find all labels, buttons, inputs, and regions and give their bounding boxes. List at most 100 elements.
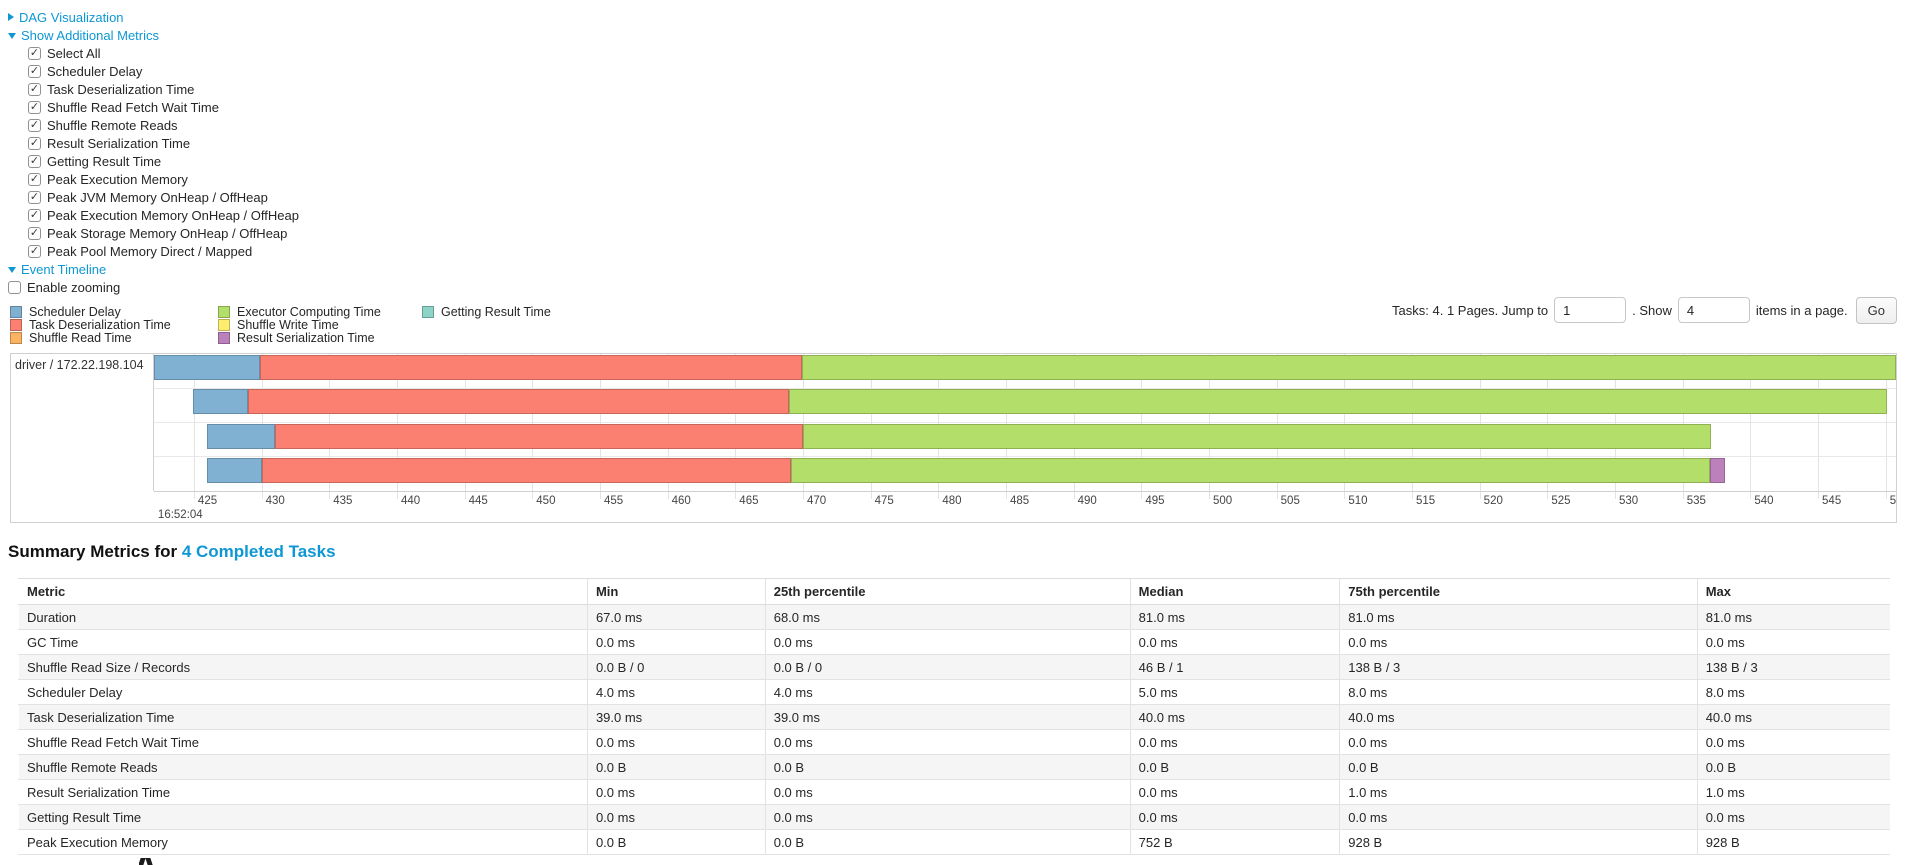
table-cell: 40.0 ms [1696,704,1890,730]
executor-computing-swatch-icon [218,305,230,318]
items-per-page-input[interactable] [1677,297,1750,323]
show-additional-metrics-toggle[interactable]: Show Additional Metrics [8,26,299,44]
axis-tick-label: 470 [806,495,827,507]
table-cell: 0.0 ms [586,729,766,755]
table-body: Duration 67.0 ms 68.0 ms 81.0 ms 81.0 ms 81.0… [18,604,1890,855]
checkbox-icon[interactable] [28,100,41,114]
table-cell: 1.0 ms [1339,779,1698,805]
row-separator [154,456,1896,458]
checkbox-icon[interactable] [28,118,41,132]
metric-checkbox-label: Shuffle Remote Reads [47,117,178,133]
axis-tick-label: 465 [739,495,759,507]
legend-column: Scheduler Delay Task Deserialization Time… [10,305,190,345]
task-segment-task-deserialization [260,355,802,380]
table-cell: 81.0 ms [1129,604,1340,630]
executor-row-label: driver / 172.22.198.104 [15,358,144,372]
legend-item: Shuffle Write Time [218,318,394,332]
table-cell: 0.0 ms [1696,629,1890,655]
checkbox-icon[interactable] [28,244,41,258]
table-cell: 0.0 ms [1129,729,1340,755]
table-cell: 0.0 ms [1129,779,1340,805]
go-button[interactable]: Go [1855,296,1897,324]
table-row: Shuffle Read Fetch Wait Time 0.0 ms 0.0 ms… [18,729,1890,755]
checkbox-icon[interactable] [28,190,41,204]
gridline [1885,354,1887,499]
task-segment-scheduler-delay [207,457,262,483]
enable-zooming-checkbox-row[interactable]: Enable zooming [8,278,299,296]
shuffle-write-swatch-icon [218,319,230,332]
checkbox-icon[interactable] [28,46,41,60]
show-additional-metrics-label: Show Additional Metrics [21,27,160,43]
metric-checkbox-label: Peak Execution Memory [47,171,188,187]
task-segment-executor-computing [801,355,1896,380]
axis-tick-label: 520 [1483,495,1503,507]
metric-checkbox-row[interactable]: Shuffle Remote Reads [8,116,299,134]
checkbox-icon[interactable] [28,208,41,222]
metric-checkbox-label: Scheduler Delay [47,63,143,79]
table-cell: Shuffle Read Fetch Wait Time [18,729,588,755]
jump-to-page-input[interactable] [1554,297,1627,323]
table-cell: 0.0 ms [1129,804,1340,830]
axis-tick-label: 505 [1280,495,1300,507]
checkbox-icon[interactable] [28,172,41,186]
task-segment-task-deserialization [248,389,790,415]
checkbox-icon[interactable] [28,154,41,168]
table-cell: 0.0 ms [1339,629,1698,655]
table-cell: 0.0 ms [764,804,1131,830]
metric-checkbox-row[interactable]: Peak Execution Memory OnHeap / OffHeap [8,206,299,224]
table-row: Shuffle Read Size / Records 0.0 B / 0 0.0 … [18,654,1890,680]
table-cell: 4.0 ms [764,679,1131,705]
table-cell: 0.0 ms [586,629,766,655]
table-cell: 0.0 B / 0 [586,654,766,680]
table-cell: 138 B / 3 [1696,654,1890,680]
legend-label: Shuffle Read Time [29,331,132,346]
table-cell: Shuffle Read Size / Records [18,654,588,680]
metric-checkbox-row[interactable]: Result Serialization Time [8,134,299,152]
axis-tick-label: 485 [1009,495,1030,507]
checkbox-icon[interactable] [28,82,41,96]
table-row: Result Serialization Time 0.0 ms 0.0 ms 0.0… [18,779,1890,805]
column-header: 75th percentile [1339,578,1698,605]
axis-tick-label: 425 [197,495,218,507]
metric-checkbox-row[interactable]: Task Deserialization Time [8,80,299,98]
table-cell: 0.0 ms [1696,804,1890,830]
metric-checkbox-row[interactable]: Shuffle Read Fetch Wait Time [8,98,299,116]
metric-checkbox-row[interactable]: Scheduler Delay [8,62,299,80]
shuffle-read-swatch-icon [10,332,22,345]
table-cell: 81.0 ms [1339,604,1698,630]
axis-tick-label: 445 [468,495,488,507]
table-cell: 0.0 B [586,829,766,855]
metric-checkbox-label: Peak Pool Memory Direct / Mapped [47,243,253,259]
checkbox-icon[interactable] [28,64,41,78]
table-cell: 46 B / 1 [1129,654,1340,680]
dag-visualization-toggle[interactable]: DAG Visualization [8,8,299,26]
event-timeline-toggle[interactable]: Event Timeline [8,260,299,278]
metric-checkbox-row[interactable]: Peak Storage Memory OnHeap / OffHeap [8,224,299,242]
task-segment-scheduler-delay [154,355,261,380]
metric-checkbox-row[interactable]: Peak JVM Memory OnHeap / OffHeap [8,188,299,206]
result-serialization-swatch-icon [218,332,230,345]
axis-tick-label: 475 [874,495,894,507]
table-cell: 1.0 ms [1696,779,1890,805]
checkbox-icon[interactable] [8,280,21,294]
metric-checkbox-row[interactable]: Peak Pool Memory Direct / Mapped [8,242,299,260]
checkbox-icon[interactable] [28,136,41,150]
column-header: Min [586,578,766,605]
row-separator [154,387,1896,389]
table-cell: 40.0 ms [1339,704,1698,730]
column-header: Max [1696,578,1890,605]
metric-checkbox-row[interactable]: Select All [8,44,299,62]
metric-checkbox-row[interactable]: Peak Execution Memory [8,170,299,188]
legend-item: Getting Result Time [422,305,551,319]
summary-metrics-table: Metric Min 25th percentile Median 75th perce… [18,578,1890,855]
completed-tasks-link[interactable]: 4 Completed Tasks [181,542,336,561]
table-header-row: Metric Min 25th percentile Median 75th perce… [18,578,1890,605]
scheduler-delay-swatch-icon [10,305,22,318]
checkbox-icon[interactable] [28,226,41,240]
event-timeline-label: Event Timeline [21,261,107,277]
legend-label: Scheduler Delay [29,304,121,319]
table-cell: 0.0 B [586,754,766,780]
axis-separator [154,491,1896,492]
metric-checkbox-row[interactable]: Getting Result Time [8,152,299,170]
